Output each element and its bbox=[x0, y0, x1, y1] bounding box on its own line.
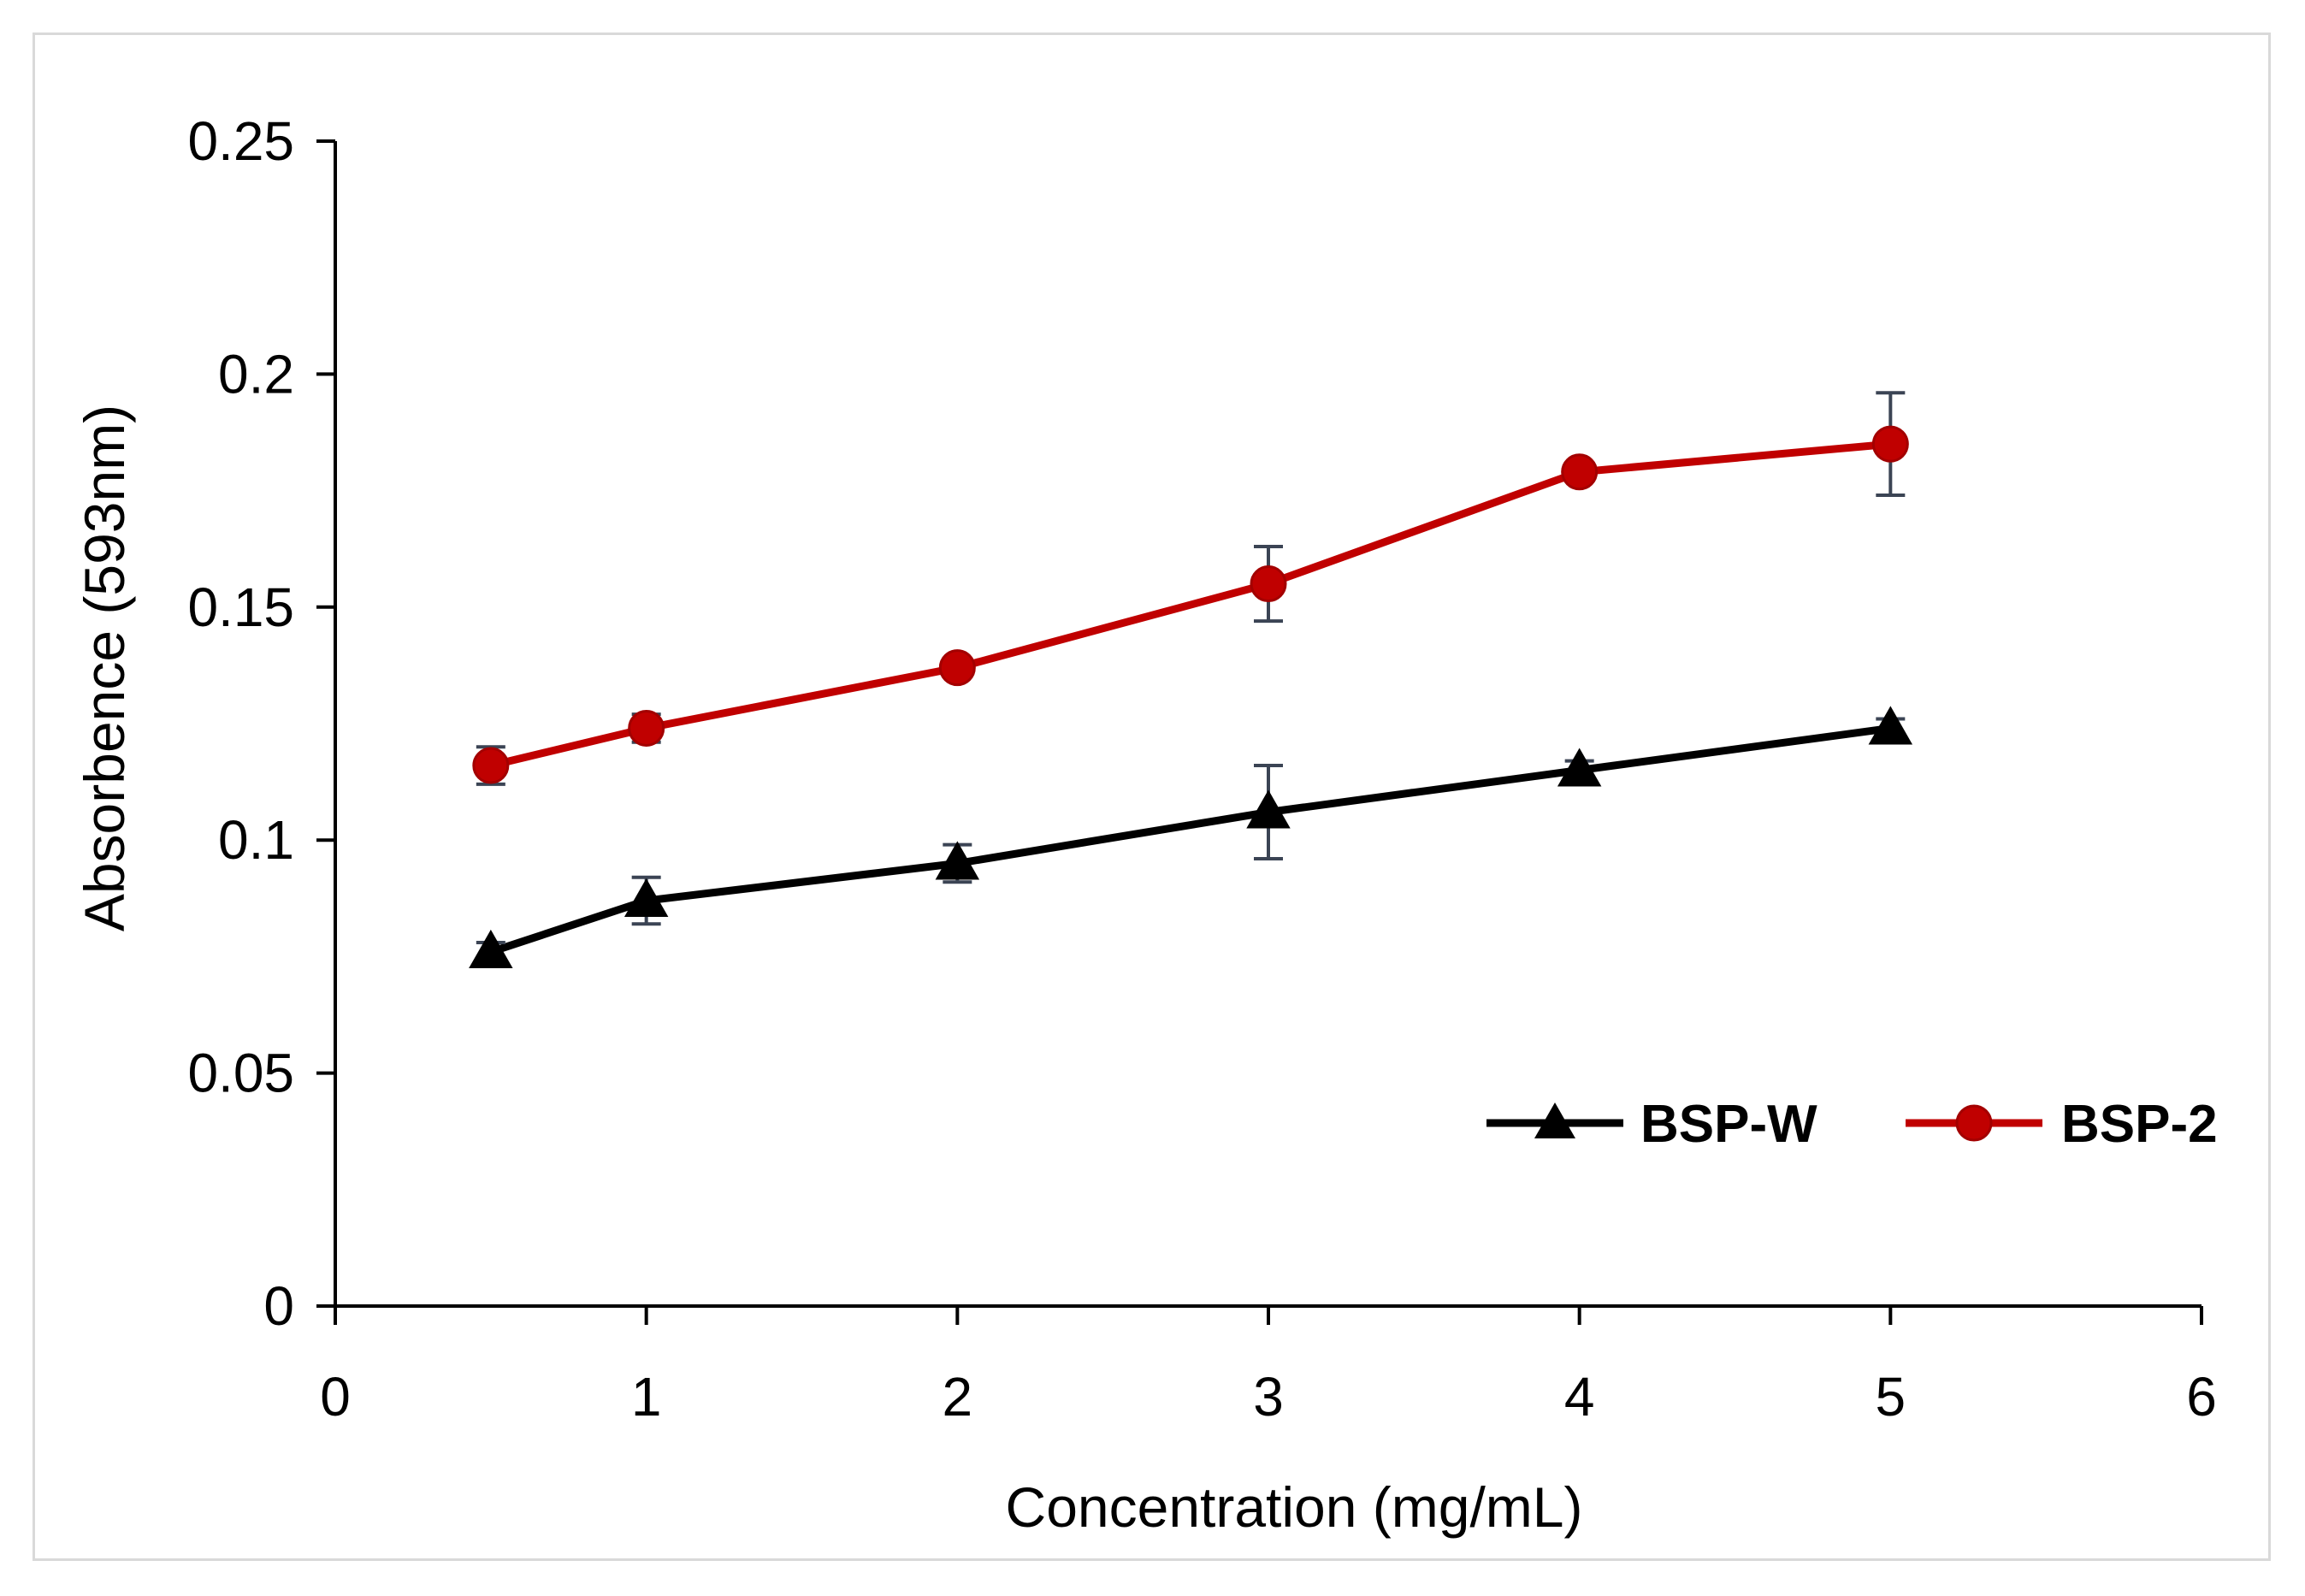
x-axis-title: Concentration (mg/mL) bbox=[1006, 1475, 1583, 1539]
data-point-bsp-w bbox=[1246, 789, 1291, 829]
data-point-bsp-2 bbox=[1561, 453, 1599, 491]
legend-marker-bsp-2 bbox=[1955, 1104, 1993, 1142]
x-tick-label: 4 bbox=[1564, 1366, 1595, 1428]
legend-label-bsp-w: BSP-W bbox=[1640, 1095, 1817, 1154]
y-tick-label: 0.25 bbox=[187, 110, 294, 172]
y-tick-label: 0 bbox=[263, 1275, 294, 1337]
x-tick-label: 3 bbox=[1253, 1366, 1284, 1428]
x-tick-label: 1 bbox=[631, 1366, 662, 1428]
y-tick-label: 0.15 bbox=[187, 576, 294, 638]
series-line-bsp-2 bbox=[489, 440, 1891, 770]
x-tick-label: 2 bbox=[943, 1366, 973, 1428]
series-line-bsp-w bbox=[489, 724, 1891, 956]
data-point-bsp-2 bbox=[1250, 565, 1287, 603]
data-point-bsp-2 bbox=[628, 709, 665, 747]
y-tick-label: 0.2 bbox=[218, 343, 294, 405]
y-axis-title: Absorbence (593nm) bbox=[73, 405, 136, 931]
x-tick-label: 5 bbox=[1876, 1366, 1906, 1428]
x-tick-label: 6 bbox=[2186, 1366, 2217, 1428]
y-tick-label: 0.1 bbox=[218, 809, 294, 871]
data-point-bsp-w bbox=[1868, 706, 1913, 745]
data-point-bsp-w bbox=[935, 841, 980, 880]
data-point-bsp-2 bbox=[938, 649, 976, 687]
x-tick-label: 0 bbox=[320, 1366, 351, 1428]
data-point-bsp-2 bbox=[1871, 425, 1909, 463]
data-point-bsp-w bbox=[1557, 748, 1602, 787]
data-point-bsp-w bbox=[624, 878, 669, 918]
data-point-bsp-w bbox=[469, 929, 513, 968]
legend-label-bsp-2: BSP-2 bbox=[2061, 1095, 2218, 1154]
legend-marker-bsp-w bbox=[1534, 1102, 1575, 1138]
y-tick-label: 0.05 bbox=[187, 1043, 294, 1104]
data-point-bsp-2 bbox=[472, 747, 510, 784]
